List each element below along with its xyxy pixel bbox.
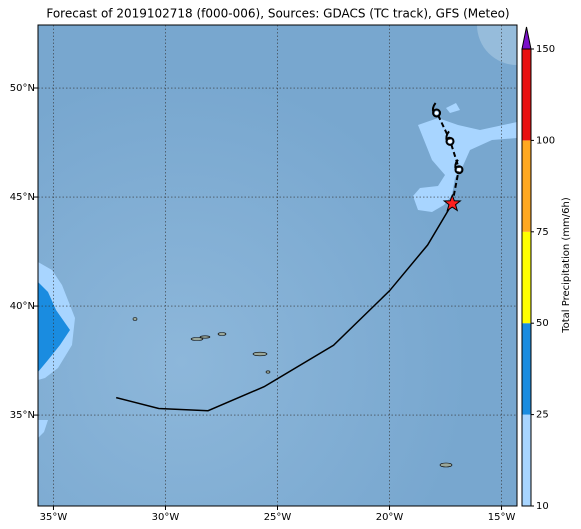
y-tick-label: 35°N — [10, 410, 35, 421]
shading — [477, 25, 517, 65]
chart-title: Forecast of 2019102718 (f000-006), Sourc… — [46, 7, 509, 21]
precip-layer — [38, 25, 517, 468]
y-tick-label: 45°N — [10, 192, 35, 203]
cyclone-eye — [448, 139, 452, 144]
colorbar-segment — [522, 231, 531, 324]
colorbar-tick-label: 50 — [536, 318, 549, 329]
islands — [132, 317, 453, 468]
precip-area — [38, 282, 70, 372]
x-tick-label: 20°W — [376, 512, 404, 523]
colorbar-segment — [522, 49, 531, 141]
grid — [34, 25, 517, 510]
cyclone-eye — [457, 167, 461, 172]
x-tick-label: 15°W — [488, 512, 516, 523]
colorbar-tick-label: 150 — [536, 44, 555, 55]
x-tick-label: 30°W — [152, 512, 180, 523]
colorbar-label: Total Precipitation (mm/6h) — [561, 197, 572, 334]
ocean — [38, 25, 517, 506]
colorbar-tick-label: 100 — [536, 135, 555, 146]
colorbar-extend — [521, 26, 532, 50]
colorbar-tick-label: 75 — [536, 227, 549, 238]
colorbar: 10 25 50 75 100 150 — [521, 26, 555, 512]
colorbar-segment — [522, 323, 531, 415]
colorbar-segment — [522, 140, 531, 232]
track-line — [116, 203, 453, 412]
cyclone-eye — [434, 111, 439, 115]
map-frame — [37, 24, 518, 507]
y-tick-label: 50°N — [10, 83, 35, 94]
x-tick-label: 35°W — [40, 512, 68, 523]
precip-area — [413, 118, 517, 212]
colorbar-segment — [522, 414, 531, 506]
cyclone-symbol — [431, 102, 442, 118]
cyclone-symbol — [445, 130, 455, 146]
colorbar-tick-label: 25 — [536, 410, 549, 421]
precip-area — [446, 103, 460, 113]
forecast-line — [435, 111, 461, 204]
track — [116, 102, 464, 412]
current-position — [442, 193, 462, 212]
y-tick-label: 40°N — [10, 301, 35, 312]
precip-area — [38, 420, 48, 438]
cyclone-symbol — [454, 159, 464, 175]
colorbar-tick-label: 10 — [536, 501, 549, 512]
colorbar-frame — [521, 48, 532, 507]
x-tick-label: 25°W — [264, 512, 292, 523]
